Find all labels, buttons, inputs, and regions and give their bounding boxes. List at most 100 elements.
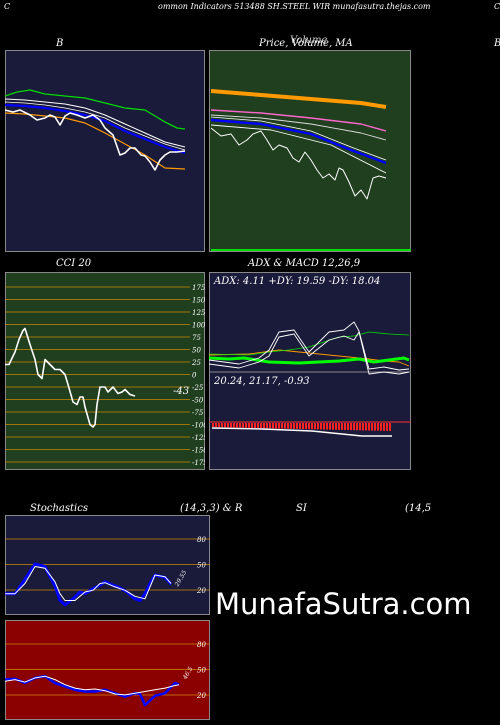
macd-hist-bar bbox=[386, 423, 388, 431]
macd-hist-bar bbox=[347, 423, 349, 431]
cci-tick-label: -150 bbox=[192, 447, 205, 455]
cci-tick-label: 175 bbox=[192, 284, 205, 292]
macd-hist-bar bbox=[344, 423, 346, 430]
macd-hist-bar bbox=[302, 423, 304, 430]
macd-hist-bar bbox=[275, 423, 277, 429]
price-title: Price, Volume, MA bbox=[259, 38, 353, 49]
macd-hist-bar bbox=[269, 423, 271, 429]
macd-hist-bar bbox=[377, 423, 379, 431]
bb-title: B bbox=[56, 38, 64, 49]
adx-series-line-0 bbox=[209, 349, 410, 367]
bb-series-line-4 bbox=[5, 109, 186, 171]
cci-tick-label: -100 bbox=[192, 422, 205, 430]
macd-hist-bar bbox=[305, 423, 307, 430]
rsi-tick-label: 80 bbox=[197, 641, 206, 649]
macd-hist-bar bbox=[284, 423, 286, 429]
macd-hist-bar bbox=[371, 423, 373, 431]
macd-hist-bar bbox=[341, 423, 343, 430]
macd-hist-bar bbox=[257, 423, 259, 429]
macd-hist-bar bbox=[260, 423, 262, 429]
macd-hist-bar bbox=[281, 423, 283, 429]
macd-hist-bar bbox=[263, 423, 265, 429]
macd-hist-bar bbox=[359, 423, 361, 431]
macd-hist-bar bbox=[239, 423, 241, 428]
stoch-tick-label: 50 bbox=[197, 562, 206, 570]
macd-values: 20.24, 21.17, -0.93 bbox=[214, 376, 310, 387]
bb-series-line-2 bbox=[5, 103, 186, 155]
macd-line bbox=[211, 427, 392, 437]
macd-hist-bar bbox=[332, 423, 334, 430]
macd-hist-bar bbox=[287, 423, 289, 429]
stoch-params: (14,3,3) & R bbox=[180, 503, 243, 514]
macd-hist-bar bbox=[221, 423, 223, 428]
price-volume-overlay: Volume bbox=[290, 35, 328, 46]
price-series-line-3 bbox=[210, 118, 387, 165]
rsi-smooth-line bbox=[5, 675, 180, 696]
rsi-tick-label: 20 bbox=[196, 692, 206, 700]
macd-hist-bar bbox=[266, 423, 268, 429]
stoch-title: Stochastics bbox=[30, 503, 88, 514]
bb-series-line-3 bbox=[5, 112, 186, 170]
rsi-tick-label: 50 bbox=[197, 667, 206, 675]
cci-tick-label: 100 bbox=[192, 322, 205, 330]
price-chart bbox=[209, 50, 411, 252]
adx-values: ADX: 4.11 +DY: 19.59 -DY: 18.04 bbox=[214, 276, 381, 287]
macd-hist-bar bbox=[368, 423, 370, 431]
cci-tick-label: -50 bbox=[192, 397, 204, 405]
macd-hist-bar bbox=[329, 423, 331, 430]
macd-hist-bar bbox=[308, 423, 310, 430]
macd-hist-bar bbox=[299, 423, 301, 429]
macd-hist-bar bbox=[224, 423, 226, 428]
price-series-line-0 bbox=[210, 89, 387, 109]
adx-title: ADX & MACD 12,26,9 bbox=[248, 258, 361, 269]
macd-hist-bar bbox=[338, 423, 340, 430]
macd-hist-bar bbox=[290, 423, 292, 429]
cci-tick-label: -25 bbox=[192, 384, 204, 392]
macd-hist-bar bbox=[245, 423, 247, 428]
cci-tick-label: 150 bbox=[192, 297, 205, 305]
bb-chart bbox=[5, 50, 205, 252]
macd-hist-bar bbox=[296, 423, 298, 429]
cci-chart: 175 150 125 100 75 50 25 0 -25 -50 -75 -100 -125 -150… bbox=[5, 272, 205, 470]
cci-tick-label: 75 bbox=[192, 334, 201, 342]
macd-hist-bar bbox=[230, 423, 232, 428]
price-series-line-2 bbox=[210, 114, 387, 141]
price-series-line-5 bbox=[210, 127, 387, 200]
adx-chart bbox=[209, 272, 411, 470]
stoch-tick-label: 80 bbox=[197, 536, 206, 544]
macd-hist-bar bbox=[380, 423, 382, 431]
macd-hist-bar bbox=[248, 423, 250, 428]
macd-hist-bar bbox=[383, 423, 385, 431]
cci-series-line bbox=[5, 327, 136, 428]
macd-hist-bar bbox=[335, 423, 337, 430]
bb-series-line-0 bbox=[5, 89, 186, 130]
cci-tick-label: -175 bbox=[192, 459, 205, 467]
cci-tick-label: -125 bbox=[192, 434, 205, 442]
macd-hist-bar bbox=[365, 423, 367, 431]
bb-right-letter: B bbox=[494, 38, 500, 49]
macd-hist-bar bbox=[356, 423, 358, 431]
macd-hist-bar bbox=[236, 423, 238, 428]
macd-hist-bar bbox=[389, 423, 391, 431]
macd-hist-bar bbox=[350, 423, 352, 431]
adx-series-line-4 bbox=[209, 331, 410, 375]
cci-tick-label: 25 bbox=[191, 359, 201, 367]
rsi-title: SI bbox=[296, 503, 307, 514]
cci-tick-label: 125 bbox=[192, 309, 205, 317]
macd-hist-bar bbox=[215, 423, 217, 428]
macd-hist-bar bbox=[251, 423, 253, 428]
cci-tick-label: 0 bbox=[192, 372, 197, 380]
macd-hist-bar bbox=[311, 423, 313, 430]
macd-hist-bar bbox=[218, 423, 220, 428]
cci-tick-label: -75 bbox=[192, 409, 204, 417]
bb-band-edge-line bbox=[5, 101, 186, 151]
stoch-tick-label: 20 bbox=[196, 587, 206, 595]
adx-series-line-3 bbox=[209, 321, 410, 371]
cci-value: -43 bbox=[173, 386, 190, 397]
macd-hist-bar bbox=[326, 423, 328, 430]
macd-hist-bar bbox=[314, 423, 316, 430]
macd-hist-bar bbox=[233, 423, 235, 428]
macd-hist-bar bbox=[242, 423, 244, 428]
adx-series-line-2 bbox=[209, 356, 410, 365]
